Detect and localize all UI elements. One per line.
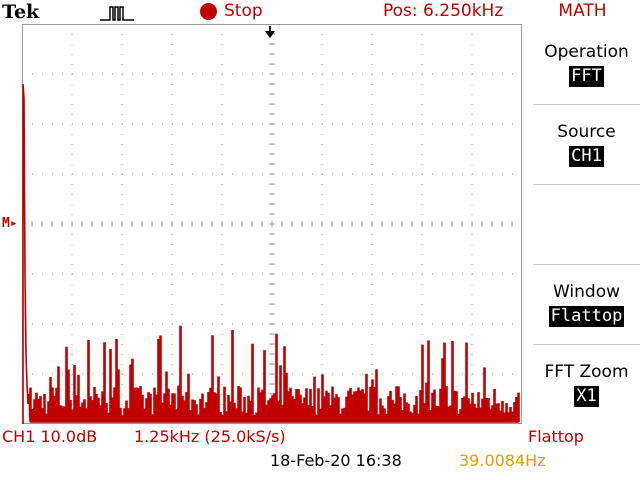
stop-indicator-icon	[200, 3, 217, 20]
trigger-frequency-readout: 39.0084Hz	[459, 451, 546, 470]
fft-display	[22, 24, 522, 424]
menu-divider	[533, 184, 640, 185]
pulse-trigger-icon	[100, 6, 134, 21]
horizontal-position-readout: Pos: 6.250kHz	[383, 1, 504, 21]
menu-operation-value[interactable]: FFT	[569, 66, 604, 87]
fft-trace	[22, 83, 520, 424]
menu-divider	[533, 344, 640, 345]
menu-divider	[533, 264, 640, 265]
menu-window-value[interactable]: Flattop	[548, 306, 625, 327]
side-menu: Operation FFT Source CH1 Window Flattop …	[533, 24, 640, 424]
menu-operation-label[interactable]: Operation	[544, 42, 629, 62]
run-status: Stop	[224, 1, 263, 21]
datetime-readout: 18-Feb-20 16:38	[270, 451, 402, 470]
menu-source-label[interactable]: Source	[557, 122, 616, 142]
menu-title: MATH	[558, 1, 607, 21]
menu-fft-zoom-value[interactable]: X1	[574, 386, 599, 407]
menu-window-label[interactable]: Window	[552, 282, 621, 302]
brand-logo: Tek	[2, 1, 40, 23]
menu-fft-zoom-label[interactable]: FFT Zoom	[544, 362, 629, 382]
math-reference-marker: M▸	[2, 216, 18, 231]
menu-divider	[533, 104, 640, 105]
graticule	[22, 24, 522, 424]
window-readout: Flattop	[528, 427, 584, 446]
trigger-position-marker-icon	[265, 26, 275, 38]
channel-scale-readout: CH1 10.0dB	[2, 427, 98, 446]
menu-source-value[interactable]: CH1	[569, 146, 604, 167]
timebase-readout: 1.25kHz (25.0kS/s)	[134, 427, 286, 446]
